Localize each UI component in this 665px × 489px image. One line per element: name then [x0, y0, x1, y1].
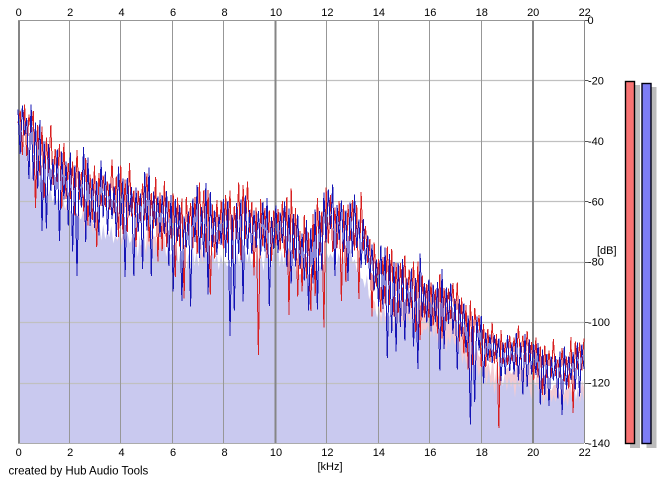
- svg-text:18: 18: [476, 447, 488, 459]
- svg-text:-80: -80: [588, 257, 604, 269]
- svg-text:18: 18: [476, 7, 488, 19]
- svg-text:16: 16: [424, 447, 436, 459]
- svg-text:-140: -140: [588, 438, 610, 450]
- svg-text:2: 2: [67, 447, 73, 459]
- svg-text:12: 12: [321, 7, 333, 19]
- svg-text:6: 6: [170, 7, 176, 19]
- svg-text:-120: -120: [588, 378, 610, 390]
- svg-text:8: 8: [221, 7, 227, 19]
- svg-text:0: 0: [16, 7, 22, 19]
- svg-text:22: 22: [579, 7, 591, 19]
- svg-text:8: 8: [221, 447, 227, 459]
- svg-text:4: 4: [119, 447, 125, 459]
- svg-text:22: 22: [579, 447, 591, 459]
- svg-text:-60: -60: [588, 196, 604, 208]
- svg-text:created by Hub Audio Tools: created by Hub Audio Tools: [9, 466, 149, 478]
- svg-text:0: 0: [588, 15, 594, 27]
- svg-text:4: 4: [119, 7, 125, 19]
- svg-text:[kHz]: [kHz]: [317, 461, 342, 473]
- svg-text:20: 20: [527, 7, 539, 19]
- svg-text:-40: -40: [588, 136, 604, 148]
- svg-text:12: 12: [321, 447, 333, 459]
- svg-text:6: 6: [170, 447, 176, 459]
- svg-text:10: 10: [270, 447, 282, 459]
- svg-text:14: 14: [373, 7, 385, 19]
- svg-text:2: 2: [67, 7, 73, 19]
- svg-text:0: 0: [16, 447, 22, 459]
- svg-text:20: 20: [527, 447, 539, 459]
- svg-text:10: 10: [270, 7, 282, 19]
- svg-text:-20: -20: [588, 75, 604, 87]
- svg-text:14: 14: [373, 447, 385, 459]
- svg-text:[dB]: [dB]: [597, 245, 617, 257]
- svg-text:16: 16: [424, 7, 436, 19]
- svg-text:-100: -100: [588, 317, 610, 329]
